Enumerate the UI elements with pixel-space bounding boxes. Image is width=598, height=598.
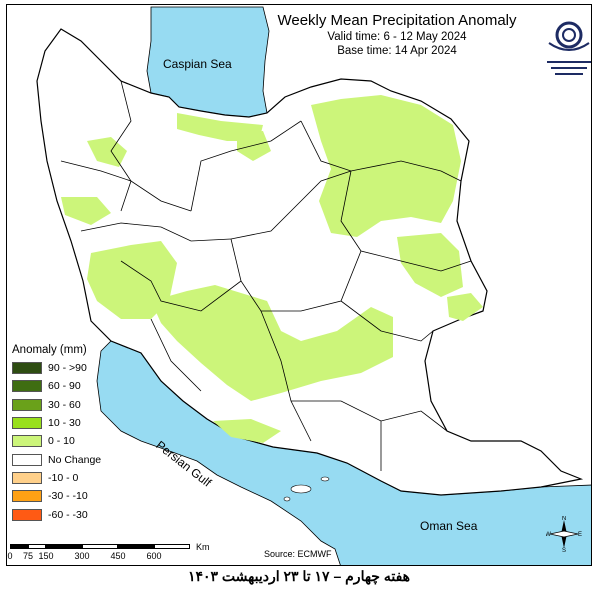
legend-label: 60 - 90 [48, 380, 81, 393]
anomaly-patch-northwest-2 [61, 197, 111, 225]
map-title-block: Weekly Mean Precipitation Anomaly Valid … [262, 12, 532, 58]
anomaly-patch-south-coast [213, 419, 281, 443]
anomaly-patch-southeast [447, 293, 483, 321]
compass-rose: N S E W [546, 516, 582, 552]
legend-label: 0 - 10 [48, 435, 75, 448]
legend-swatch [12, 453, 42, 466]
legend-item: -10 - 0 [12, 469, 124, 487]
legend-label: -60 - -30 [48, 508, 88, 521]
meteorology-logo [547, 21, 591, 75]
map-title: Weekly Mean Precipitation Anomaly [277, 12, 517, 29]
anomaly-patch-north-central [237, 131, 271, 161]
legend-label: 90 - >90 [48, 362, 87, 375]
source-label: Source: ECMWF [264, 549, 332, 559]
legend-swatch [12, 490, 42, 503]
legend-swatch [12, 435, 42, 448]
compass-w: W [546, 532, 551, 538]
scale-unit: Km [196, 542, 210, 552]
scale-tick: 75 [22, 551, 34, 561]
anomaly-patch-west [87, 241, 177, 319]
valid-time: Valid time: 6 - 12 May 2024 [327, 31, 467, 43]
anomaly-patches [61, 95, 483, 443]
legend-swatch [12, 508, 42, 521]
anomaly-patch-east [397, 233, 463, 297]
legend-item: 10 - 30 [12, 414, 124, 432]
compass-s: S [562, 548, 566, 552]
legend-item: 30 - 60 [12, 396, 124, 414]
legend-swatch [12, 398, 42, 411]
scale-tick: 600 [146, 551, 162, 561]
legend-item: 0 - 10 [12, 432, 124, 450]
legend-item: No Change [12, 450, 124, 468]
oman-sea-label: Oman Sea [420, 519, 478, 533]
province-borders [60, 80, 472, 471]
legend-label: No Change [48, 453, 102, 466]
map-canvas [36, 6, 591, 565]
anomaly-patch-zagros [151, 285, 393, 401]
islands [283, 476, 330, 502]
legend-label: -30 - -10 [48, 490, 88, 503]
scale-tick: 300 [74, 551, 90, 561]
scale-tick: 150 [38, 551, 54, 561]
legend-item: 90 - >90 [12, 359, 124, 377]
legend-title: Anomaly (mm) [12, 344, 87, 356]
legend-swatch [12, 362, 42, 375]
legend: Anomaly (mm) 90 - >90 60 - 90 30 - 60 10 - … [6, 344, 124, 524]
legend-label: 10 - 30 [48, 417, 81, 430]
legend-label: -10 - 0 [48, 471, 79, 484]
legend-item: 60 - 90 [12, 377, 124, 395]
caspian-sea-label: Caspian Sea [163, 57, 232, 71]
scale-tick: 450 [110, 551, 126, 561]
scale-tick: 0 [7, 551, 13, 561]
anomaly-patch-northeast [311, 95, 461, 237]
legend-swatch [12, 471, 42, 484]
base-time: Base time: 14 Apr 2024 [337, 45, 457, 57]
compass-n: N [562, 516, 566, 522]
scale-bar: 0 75 150 300 450 600 Km [7, 540, 209, 564]
legend-swatch [12, 380, 42, 393]
legend-item: -30 - -10 [12, 487, 124, 505]
compass-e: E [578, 532, 582, 538]
legend-swatch [12, 417, 42, 430]
legend-item: -60 - -30 [12, 505, 124, 523]
persian-caption: هفته چهارم – ۱۷ تا ۲۳ اردیبهشت ۱۴۰۳ [187, 568, 411, 584]
map-frame [6, 4, 592, 566]
legend-label: 30 - 60 [48, 398, 81, 411]
